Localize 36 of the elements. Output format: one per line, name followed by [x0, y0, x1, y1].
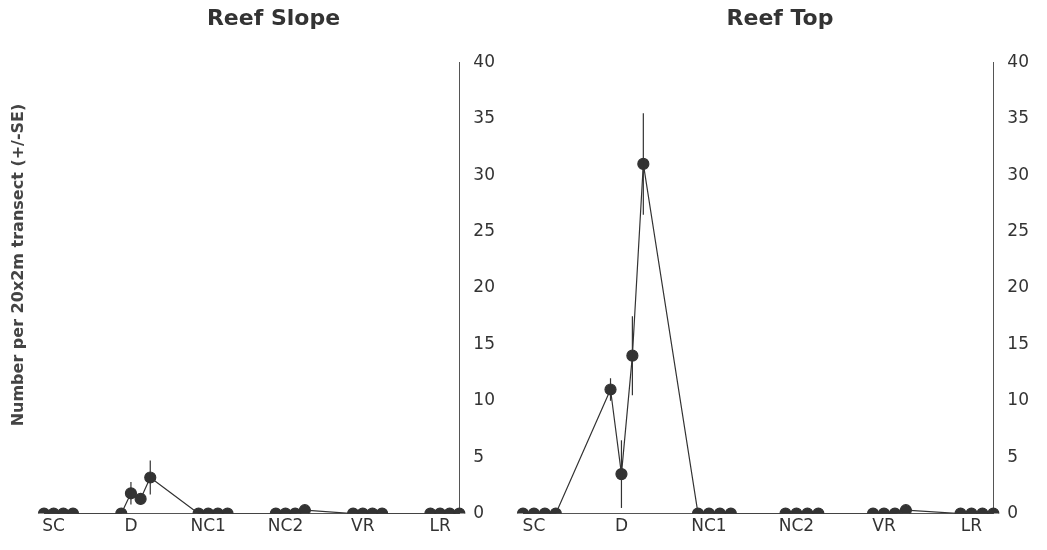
x-tick-label: NC2 — [778, 515, 815, 536]
y-tick-label: 30 — [473, 163, 496, 184]
y-tick-label: 25 — [1007, 220, 1030, 241]
x-tick-label: NC2 — [267, 515, 304, 536]
y-tick-label: 30 — [1007, 163, 1030, 184]
y-tick-label: 15 — [473, 332, 496, 353]
y-tick-label: 20 — [1007, 276, 1030, 297]
chart-title: Reef Top — [726, 4, 834, 30]
y-tick-label: 25 — [473, 220, 496, 241]
x-tick-label: NC1 — [190, 515, 226, 536]
x-tick-label: NC1 — [691, 515, 727, 536]
y-tick-label: 10 — [1007, 389, 1030, 410]
y-tick-label: 10 — [473, 389, 496, 410]
x-tick-label: D — [124, 515, 138, 536]
y-tick-label: 5 — [1007, 445, 1019, 466]
y-tick-label: 40 — [473, 50, 496, 71]
y-tick-label: 40 — [1007, 50, 1030, 71]
y-tick-label: 0 — [1007, 502, 1019, 523]
y-tick-label: 15 — [1007, 332, 1030, 353]
point — [626, 349, 639, 362]
y-tick-label: 5 — [473, 445, 485, 466]
y-tick-label: 35 — [1007, 107, 1030, 128]
y-tick-label: 35 — [473, 107, 496, 128]
y-tick-label: 20 — [473, 276, 496, 297]
x-tick-label: SC — [522, 515, 546, 536]
chart-title: Reef Slope — [206, 4, 341, 30]
x-tick-label: SC — [42, 515, 65, 536]
x-tick-label: LR — [960, 515, 983, 536]
y-axis-title: Number per 20x2m transect (+/-SE) — [7, 103, 27, 427]
x-tick-label: VR — [351, 515, 375, 536]
x-tick-label: LR — [429, 515, 451, 536]
point — [637, 157, 650, 171]
x-tick-label: D — [614, 515, 628, 536]
y-tick-label: 0 — [473, 502, 485, 523]
point — [899, 504, 912, 514]
x-tick-label: VR — [872, 515, 896, 536]
